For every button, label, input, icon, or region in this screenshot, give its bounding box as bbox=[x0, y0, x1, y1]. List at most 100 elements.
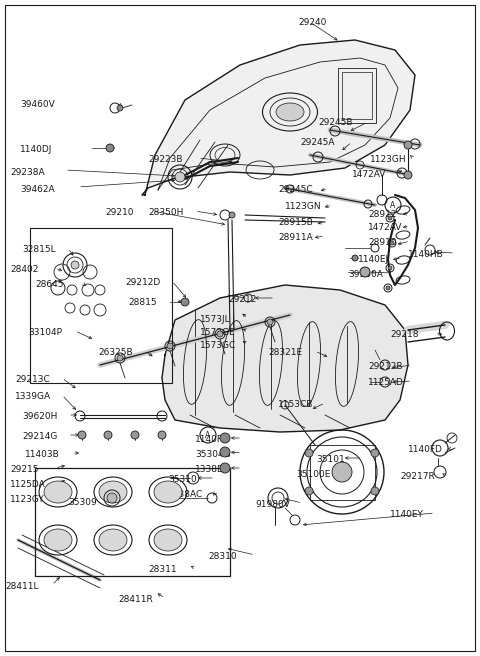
Text: 28402: 28402 bbox=[10, 265, 38, 274]
Text: 1140EY: 1140EY bbox=[390, 510, 424, 519]
Circle shape bbox=[106, 144, 114, 152]
Text: 29212: 29212 bbox=[228, 295, 256, 304]
Text: 28815: 28815 bbox=[128, 298, 156, 307]
Circle shape bbox=[71, 261, 79, 269]
Text: 1339GA: 1339GA bbox=[15, 392, 51, 401]
Circle shape bbox=[117, 355, 123, 361]
Text: 28411R: 28411R bbox=[118, 595, 153, 604]
Bar bbox=[310, 445, 375, 500]
Ellipse shape bbox=[99, 529, 127, 551]
Circle shape bbox=[305, 449, 313, 457]
Ellipse shape bbox=[99, 481, 127, 503]
Text: 28915B: 28915B bbox=[278, 218, 313, 227]
Circle shape bbox=[217, 331, 223, 337]
Text: 29218: 29218 bbox=[390, 330, 419, 339]
Bar bbox=[342, 72, 372, 119]
Circle shape bbox=[107, 493, 117, 503]
Circle shape bbox=[104, 431, 112, 439]
Text: 28910: 28910 bbox=[368, 238, 396, 247]
Text: 29214G: 29214G bbox=[22, 432, 58, 441]
Text: 1140FD: 1140FD bbox=[408, 445, 443, 454]
Circle shape bbox=[220, 447, 230, 457]
Circle shape bbox=[158, 431, 166, 439]
Text: 29212D: 29212D bbox=[125, 278, 160, 287]
Text: 1125AD: 1125AD bbox=[368, 378, 404, 387]
Text: 29245C: 29245C bbox=[278, 185, 312, 194]
Text: 28311: 28311 bbox=[148, 565, 177, 574]
Text: 28310: 28310 bbox=[208, 552, 237, 561]
Text: 1573JL: 1573JL bbox=[200, 315, 230, 324]
Circle shape bbox=[390, 241, 394, 245]
Bar bbox=[35, 468, 230, 576]
Text: 1125DA: 1125DA bbox=[10, 480, 46, 489]
Circle shape bbox=[220, 463, 230, 473]
Text: 1338BB: 1338BB bbox=[195, 465, 230, 474]
Circle shape bbox=[388, 266, 392, 270]
Text: 39462A: 39462A bbox=[20, 185, 55, 194]
Text: 29217R: 29217R bbox=[400, 472, 435, 481]
Text: 32815L: 32815L bbox=[22, 245, 56, 254]
Text: 28411L: 28411L bbox=[5, 582, 38, 591]
Circle shape bbox=[404, 141, 412, 149]
Text: 1573GC: 1573GC bbox=[200, 341, 236, 350]
Polygon shape bbox=[142, 40, 415, 195]
Text: 1140EJ: 1140EJ bbox=[358, 255, 389, 264]
Ellipse shape bbox=[154, 529, 182, 551]
Text: 29212B: 29212B bbox=[368, 362, 403, 371]
Circle shape bbox=[175, 172, 185, 182]
Text: 1472AV: 1472AV bbox=[368, 223, 402, 232]
Text: 1123GN: 1123GN bbox=[285, 202, 322, 211]
Text: 1140FY: 1140FY bbox=[195, 435, 228, 444]
Circle shape bbox=[386, 286, 390, 290]
Circle shape bbox=[388, 216, 392, 220]
Text: 39620H: 39620H bbox=[22, 412, 58, 421]
Text: 35101: 35101 bbox=[316, 455, 345, 464]
Text: 28645: 28645 bbox=[35, 280, 63, 289]
Circle shape bbox=[229, 212, 235, 218]
Ellipse shape bbox=[154, 481, 182, 503]
Text: 11403B: 11403B bbox=[25, 450, 60, 459]
Text: 26325B: 26325B bbox=[98, 348, 132, 357]
Text: 1123GH: 1123GH bbox=[370, 155, 407, 164]
Text: 35100E: 35100E bbox=[296, 470, 330, 479]
Circle shape bbox=[181, 298, 189, 306]
Text: 35309: 35309 bbox=[68, 498, 97, 507]
Text: A: A bbox=[205, 430, 211, 440]
Text: 91980V: 91980V bbox=[255, 500, 290, 509]
Text: 28350H: 28350H bbox=[148, 208, 183, 217]
Polygon shape bbox=[162, 285, 408, 432]
Bar bbox=[338, 68, 376, 123]
Text: 1472AV: 1472AV bbox=[352, 170, 386, 179]
Text: 1153CB: 1153CB bbox=[278, 400, 313, 409]
Circle shape bbox=[78, 431, 86, 439]
Text: 39460V: 39460V bbox=[20, 100, 55, 109]
Circle shape bbox=[371, 487, 379, 495]
Text: 35304G: 35304G bbox=[195, 450, 230, 459]
Circle shape bbox=[117, 105, 123, 111]
Circle shape bbox=[131, 431, 139, 439]
Text: 1140HB: 1140HB bbox=[408, 250, 444, 259]
Text: 29215: 29215 bbox=[10, 465, 38, 474]
Text: 28911A: 28911A bbox=[278, 233, 313, 242]
Circle shape bbox=[371, 449, 379, 457]
Text: 29238A: 29238A bbox=[10, 168, 45, 177]
Text: A: A bbox=[390, 201, 396, 209]
Ellipse shape bbox=[44, 529, 72, 551]
Circle shape bbox=[267, 319, 273, 325]
Circle shape bbox=[360, 267, 370, 277]
Circle shape bbox=[220, 433, 230, 443]
Text: 1338AC: 1338AC bbox=[168, 490, 203, 499]
Text: 1140DJ: 1140DJ bbox=[20, 145, 52, 154]
Circle shape bbox=[352, 255, 358, 261]
Text: 33104P: 33104P bbox=[28, 328, 62, 337]
Circle shape bbox=[167, 343, 173, 349]
Circle shape bbox=[332, 462, 352, 482]
Text: 29223B: 29223B bbox=[148, 155, 182, 164]
Text: 29245B: 29245B bbox=[318, 118, 352, 127]
Text: 29245A: 29245A bbox=[300, 138, 335, 147]
Text: 29210: 29210 bbox=[105, 208, 133, 217]
Text: 1573GE: 1573GE bbox=[200, 328, 236, 337]
Text: 29213C: 29213C bbox=[15, 375, 50, 384]
Ellipse shape bbox=[44, 481, 72, 503]
Circle shape bbox=[305, 487, 313, 495]
